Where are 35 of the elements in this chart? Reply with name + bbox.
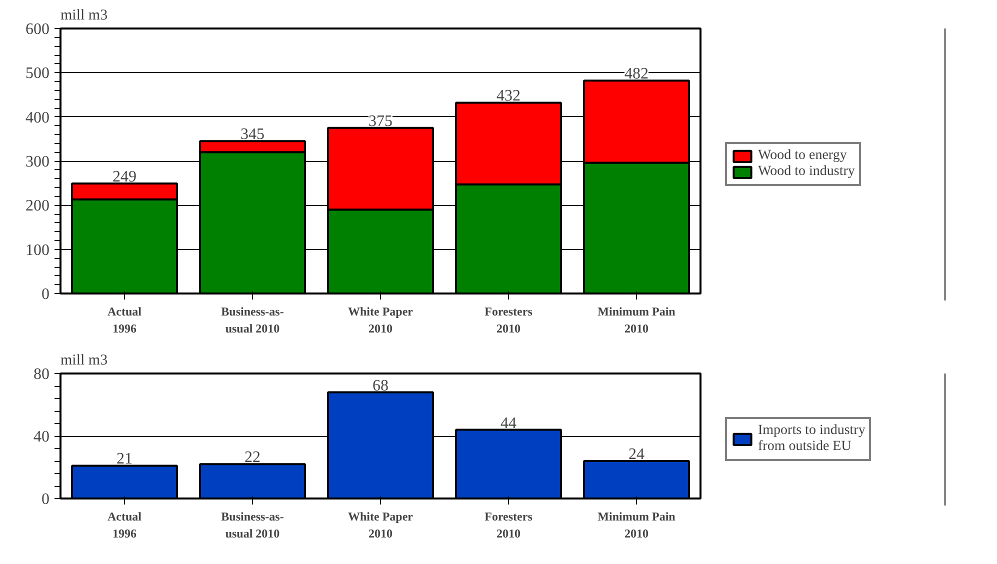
x-tick-label: Actual 1996 bbox=[108, 510, 142, 540]
y-tick-label: 0 bbox=[42, 286, 50, 303]
y-tick-label: 40 bbox=[34, 428, 50, 446]
data-label: 24 bbox=[628, 446, 644, 463]
data-label: 44 bbox=[500, 414, 516, 432]
legend-label: Imports to industry from outside EU bbox=[758, 423, 866, 455]
x-tick-label: Minimum Pain 2010 bbox=[598, 510, 676, 540]
y-tick-label: 500 bbox=[26, 65, 50, 82]
data-label: 21 bbox=[116, 450, 132, 468]
y-tick-label: 0 bbox=[42, 491, 50, 508]
x-tick-label: Business-as- usual 2010 bbox=[221, 510, 284, 540]
y-tick-label: 80 bbox=[34, 366, 50, 383]
total-label: 345 bbox=[240, 126, 264, 144]
total-label: 249 bbox=[112, 168, 136, 186]
x-tick-label: White Paper 2010 bbox=[348, 304, 414, 336]
y-tick-label: 300 bbox=[26, 154, 50, 170]
y-axis-title: mill m3 bbox=[60, 8, 108, 24]
y-tick-label: 600 bbox=[26, 21, 50, 38]
data-label: 22 bbox=[244, 449, 260, 466]
total-label: 375 bbox=[368, 112, 392, 130]
x-tick-label: Minimum Pain 2010 bbox=[598, 304, 676, 336]
data-label: 68 bbox=[372, 377, 388, 394]
x-tick-label: Foresters 2010 bbox=[484, 304, 533, 336]
total-label: 432 bbox=[496, 88, 520, 105]
legend-label: Wood to energy bbox=[758, 148, 847, 164]
y-tick-label: 400 bbox=[26, 109, 50, 126]
x-tick-label: Foresters 2010 bbox=[484, 510, 533, 540]
y-tick-label: 200 bbox=[26, 198, 50, 215]
x-tick-label: Actual 1996 bbox=[108, 304, 142, 336]
legend-label: Wood to industry bbox=[758, 164, 855, 180]
y-axis-title: mill m3 bbox=[60, 352, 108, 368]
x-tick-label: Business-as- usual 2010 bbox=[221, 304, 284, 336]
x-tick-label: White Paper 2010 bbox=[348, 510, 414, 540]
y-tick-label: 100 bbox=[26, 242, 50, 259]
total-label: 482 bbox=[624, 66, 648, 83]
